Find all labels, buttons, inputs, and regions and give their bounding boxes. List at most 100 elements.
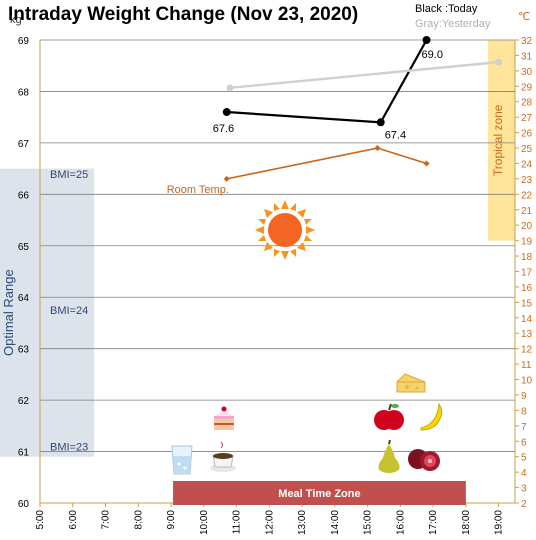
y2-tick-label: 10	[521, 376, 533, 387]
room-temp-point	[223, 175, 230, 182]
yesterday-point	[495, 58, 503, 66]
series-line-room-temp-	[226, 147, 427, 180]
y2-tick-label: 15	[521, 298, 533, 309]
x-axis-ticks: 5:00 6:00 7:00 8:00 9:00 10:00 11:00 12:00 13:00…	[35, 503, 505, 535]
apple-icon	[374, 403, 404, 430]
y2-tick-label: 3	[521, 484, 527, 495]
y2-axis-unit: ℃	[518, 11, 530, 23]
bmi-labels: BMI=25 BMI=24 BMI=23	[50, 169, 88, 454]
y-tick-label: 67	[18, 139, 30, 150]
y2-tick-label: 32	[521, 36, 533, 47]
today-point	[222, 108, 231, 117]
x-tick-label: 18:00	[461, 510, 472, 535]
y-axis-unit: kg	[10, 14, 22, 26]
y2-tick-label: 20	[521, 221, 533, 232]
y2-tick-label: 14	[521, 314, 533, 325]
legend-yesterday: Gray:Yesterday	[415, 18, 491, 30]
gridlines	[40, 39, 515, 504]
pomegranate-icon	[408, 449, 440, 471]
yesterday-point	[226, 84, 234, 92]
y2-tick-label: 9	[521, 391, 527, 402]
y2-tick-label: 29	[521, 82, 533, 93]
y2-tick-label: 21	[521, 206, 533, 217]
y-tick-label: 63	[18, 345, 30, 356]
bmi-label: BMI=24	[50, 305, 88, 317]
x-tick-label: 12:00	[264, 510, 275, 535]
y2-tick-label: 13	[521, 329, 533, 340]
y2-tick-label: 6	[521, 437, 527, 448]
y2-tick-label: 16	[521, 283, 533, 294]
x-tick-label: 9:00	[166, 510, 177, 530]
y-tick-label: 61	[18, 448, 30, 459]
y2-tick-label: 19	[521, 237, 533, 248]
tropical-zone-label: Tropical zone	[491, 104, 505, 176]
data-label: 67.6	[213, 123, 234, 135]
cake-icon	[214, 406, 234, 430]
x-tick-label: 11:00	[232, 510, 243, 535]
data-label: 69.0	[422, 49, 443, 61]
series-line-today	[226, 39, 428, 124]
tropical-zone-band	[488, 40, 515, 241]
pear-icon	[378, 439, 400, 473]
y2-tick-label: 4	[521, 468, 527, 479]
today-point	[376, 118, 385, 127]
x-tick-label: 8:00	[133, 510, 144, 530]
x-tick-label: 5:00	[35, 510, 46, 530]
y2-tick-label: 23	[521, 175, 533, 186]
y2-tick-label: 7	[521, 422, 527, 433]
y2-tick-label: 22	[521, 190, 533, 201]
y2-tick-label: 5	[521, 453, 527, 464]
legend-today: Black :Today	[415, 3, 478, 15]
y2-tick-label: 12	[521, 345, 533, 356]
y2-tick-label: 17	[521, 268, 533, 279]
today-point	[422, 36, 431, 44]
x-tick-label: 15:00	[363, 510, 374, 535]
optimal-range-label: Optimal Range	[1, 269, 16, 356]
y2-tick-label: 30	[521, 67, 533, 78]
y2-tick-label: 28	[521, 98, 533, 109]
cheese-icon	[396, 373, 426, 393]
y-tick-label: 66	[18, 190, 30, 201]
meal-time-zone-bar	[173, 481, 466, 505]
y-tick-label: 62	[18, 396, 30, 407]
meal-time-zone-label: Meal Time Zone	[278, 488, 360, 500]
y2-tick-label: 26	[521, 129, 533, 140]
coffee-cup-icon	[210, 441, 236, 472]
y2-tick-label: 27	[521, 113, 533, 124]
y-tick-label: 60	[18, 499, 30, 510]
y2-tick-label: 8	[521, 406, 527, 417]
x-tick-label: 16:00	[395, 510, 406, 535]
water-glass-icon	[171, 445, 193, 475]
y2-tick-label: 25	[521, 144, 533, 155]
x-tick-label: 7:00	[101, 510, 112, 530]
y2-tick-label: 2	[521, 499, 527, 510]
sun-icon	[255, 200, 315, 260]
data-label: 67.4	[385, 129, 406, 141]
y2-tick-label: 11	[521, 360, 532, 371]
chart-title: Intraday Weight Change (Nov 23, 2020)	[8, 4, 358, 25]
y2-tick-label: 31	[521, 51, 533, 62]
y2-tick-label: 18	[521, 252, 533, 263]
x-tick-label: 19:00	[494, 510, 505, 535]
x-tick-label: 6:00	[68, 510, 79, 530]
bmi-label: BMI=25	[50, 169, 88, 181]
y-tick-label: 65	[18, 242, 30, 253]
y-tick-label: 64	[18, 293, 30, 304]
x-tick-label: 13:00	[297, 510, 308, 535]
y-tick-label: 68	[18, 87, 30, 98]
optimal-range-band	[0, 168, 94, 457]
x-tick-label: 14:00	[330, 510, 341, 535]
y-axis-ticks: 60 61 62 63 64 65 66 67 68 69	[18, 36, 30, 510]
series-layer: 67.6 67.4 69.0 Room Temp.	[167, 36, 503, 196]
y2-tick-label: 24	[521, 159, 533, 170]
y-tick-label: 69	[18, 36, 30, 47]
room-temp-point	[423, 160, 430, 167]
x-tick-label: 17:00	[428, 510, 439, 535]
room-temp-label: Room Temp.	[167, 184, 229, 196]
y2-axis-ticks: 2345678910111213141516171819202122232425…	[515, 36, 533, 510]
banana-icon	[420, 402, 443, 431]
bmi-label: BMI=23	[50, 441, 88, 453]
series-line-yesterday	[229, 60, 499, 90]
x-tick-label: 10:00	[199, 510, 210, 535]
